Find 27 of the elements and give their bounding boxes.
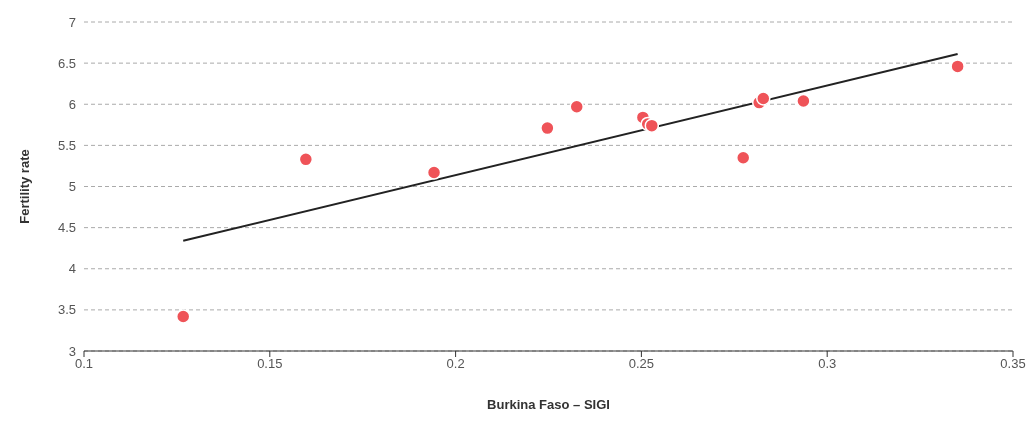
x-tick-label: 0.25: [628, 356, 655, 372]
point: [950, 59, 965, 74]
x-axis-title: Burkina Faso – SIGI: [487, 397, 610, 412]
y-tick-label: 7: [68, 14, 76, 30]
x-tick-label: 0.2: [446, 356, 465, 372]
x-tick-label: 0.1: [74, 356, 94, 372]
y-tick-label: 5: [68, 179, 76, 195]
y-tick-label: 6.5: [57, 55, 76, 71]
x-tick-label: 0.3: [818, 356, 837, 372]
point: [756, 91, 771, 106]
y-tick-label: 4: [68, 261, 76, 277]
point: [426, 165, 442, 180]
point: [298, 152, 314, 167]
point: [644, 118, 660, 133]
y-tick-label: 3: [68, 343, 76, 359]
y-tick-label: 5.5: [57, 137, 76, 153]
point: [540, 120, 555, 136]
x-tick-label: 0.15: [257, 356, 283, 372]
y-axis-title: Fertility rate: [16, 149, 32, 224]
x-tick-label: 0.35: [1000, 356, 1026, 372]
point: [796, 93, 811, 109]
y-tick-label: 6: [68, 96, 76, 112]
y-tick-label: 4.5: [57, 220, 76, 236]
point: [735, 150, 751, 165]
y-tick-label: 3.5: [57, 302, 76, 318]
point: [569, 99, 584, 114]
point: [175, 309, 191, 324]
